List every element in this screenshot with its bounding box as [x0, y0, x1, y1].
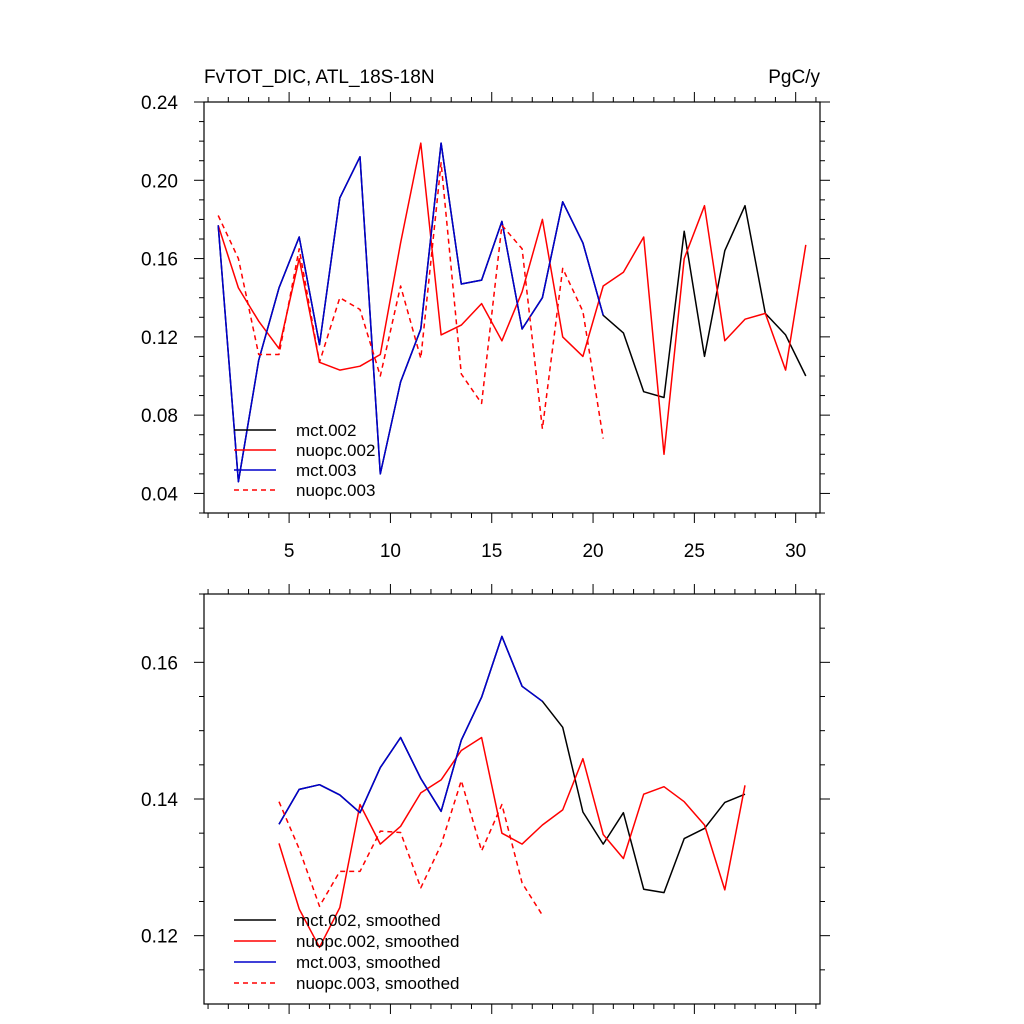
x-tick-label: 15 — [481, 541, 502, 562]
series-line — [278, 635, 746, 894]
series-line — [217, 142, 604, 483]
x-tick-label: 20 — [582, 541, 603, 562]
legend-label: nuopc.003 — [296, 481, 375, 500]
y-tick-label: 0.12 — [141, 328, 178, 349]
legend-label: mct.003, smoothed — [296, 953, 441, 972]
legend-label: nuopc.002, smoothed — [296, 932, 460, 951]
series-line — [217, 142, 807, 456]
y-tick-label: 0.08 — [141, 406, 178, 427]
legend-label: nuopc.002 — [296, 441, 375, 460]
y-tick-label: 0.20 — [141, 171, 178, 192]
series-line — [217, 161, 604, 439]
x-tick-label: 30 — [785, 541, 806, 562]
legend-label: mct.003 — [296, 461, 356, 480]
x-tick-label: 5 — [284, 541, 295, 562]
series-line — [278, 736, 746, 949]
bottom-panel: 0.12 0.14 0.16 mct.002, smoothed nuopc.002, … — [141, 584, 830, 1014]
y-tick-label: 0.04 — [141, 484, 178, 505]
x-tick-label: 10 — [380, 541, 401, 562]
y-tick-label: 0.12 — [141, 927, 178, 948]
legend: mct.002, smoothed nuopc.002, smoothed mct.… — [234, 911, 460, 993]
top-panel: FvTOT_DIC, ATL_18S-18N PgC/y 5 10 15 20 25 30… — [141, 67, 830, 562]
legend-label: mct.002, smoothed — [296, 911, 441, 930]
legend-label: nuopc.003, smoothed — [296, 974, 460, 993]
x-tick-label: 25 — [684, 541, 705, 562]
series-line — [278, 779, 544, 916]
legend-label: mct.002 — [296, 421, 356, 440]
y-tick-label: 0.16 — [141, 653, 178, 674]
units-label: PgC/y — [768, 67, 820, 88]
y-tick-label: 0.24 — [141, 93, 178, 114]
series-line — [278, 635, 543, 825]
chart-title: FvTOT_DIC, ATL_18S-18N — [204, 67, 435, 88]
y-tick-label: 0.16 — [141, 250, 178, 271]
y-tick-label: 0.14 — [141, 790, 178, 811]
